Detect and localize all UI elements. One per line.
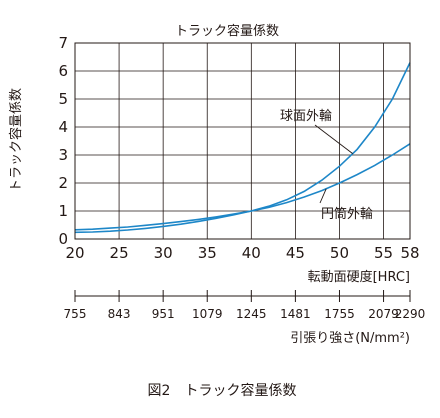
plot-frame xyxy=(74,42,411,240)
x-tick-label: 58 xyxy=(400,244,419,262)
y-ticks: 0 1 2 3 4 5 6 7 xyxy=(58,34,68,248)
y-tick-label: 2 xyxy=(58,174,68,192)
secondary-x-tick-label: 755 xyxy=(64,307,87,321)
y-axis-label: トラック容量係数 xyxy=(8,88,24,192)
figure-caption: 図2 トラック容量係数 xyxy=(148,382,297,399)
series-annotation-label: 円筒外輪 xyxy=(321,206,373,222)
y-tick-label: 6 xyxy=(58,62,68,80)
y-tick-label: 0 xyxy=(58,230,68,248)
x-tick-label: 35 xyxy=(198,244,217,262)
x-tick-label: 25 xyxy=(110,244,129,262)
y-tick-label: 1 xyxy=(58,202,68,220)
x-tick-label: 50 xyxy=(330,244,349,262)
series-line-2 xyxy=(74,143,411,231)
series-lines xyxy=(74,62,411,234)
x-axis-label: 転動面硬度[HRC] xyxy=(308,269,410,285)
annotation-leader xyxy=(319,188,327,204)
secondary-x-tick-label: 1755 xyxy=(324,307,355,321)
secondary-x-tick-label: 843 xyxy=(108,307,131,321)
x-tick-label: 40 xyxy=(242,244,261,262)
x-tick-label: 20 xyxy=(65,244,84,262)
secondary-x-tick-label: 1481 xyxy=(280,307,311,321)
x-tick-label: 55 xyxy=(374,244,393,262)
chart-title: トラック容量係数 xyxy=(175,23,279,39)
secondary-x-axis-label: 引張り強さ(N/mm²) xyxy=(290,331,410,346)
x-ticks: 20 25 30 35 40 45 50 55 58 xyxy=(65,244,419,262)
secondary-x-tick-label: 2079 xyxy=(368,307,399,321)
y-tick-label: 4 xyxy=(58,118,68,136)
x-tick-label: 45 xyxy=(286,244,305,262)
series-annotation-label: 球面外輪 xyxy=(280,108,332,124)
secondary-x-tick-label: 951 xyxy=(152,307,175,321)
secondary-x-tick-label: 1245 xyxy=(236,307,267,321)
y-tick-label: 7 xyxy=(58,34,68,52)
secondary-x-tick-label: 2290 xyxy=(395,307,426,321)
annotation-leader xyxy=(314,124,353,154)
x-tick-label: 30 xyxy=(154,244,173,262)
secondary-x-tick-label: 1079 xyxy=(192,307,223,321)
y-tick-label: 5 xyxy=(58,90,68,108)
y-tick-label: 3 xyxy=(58,146,68,164)
